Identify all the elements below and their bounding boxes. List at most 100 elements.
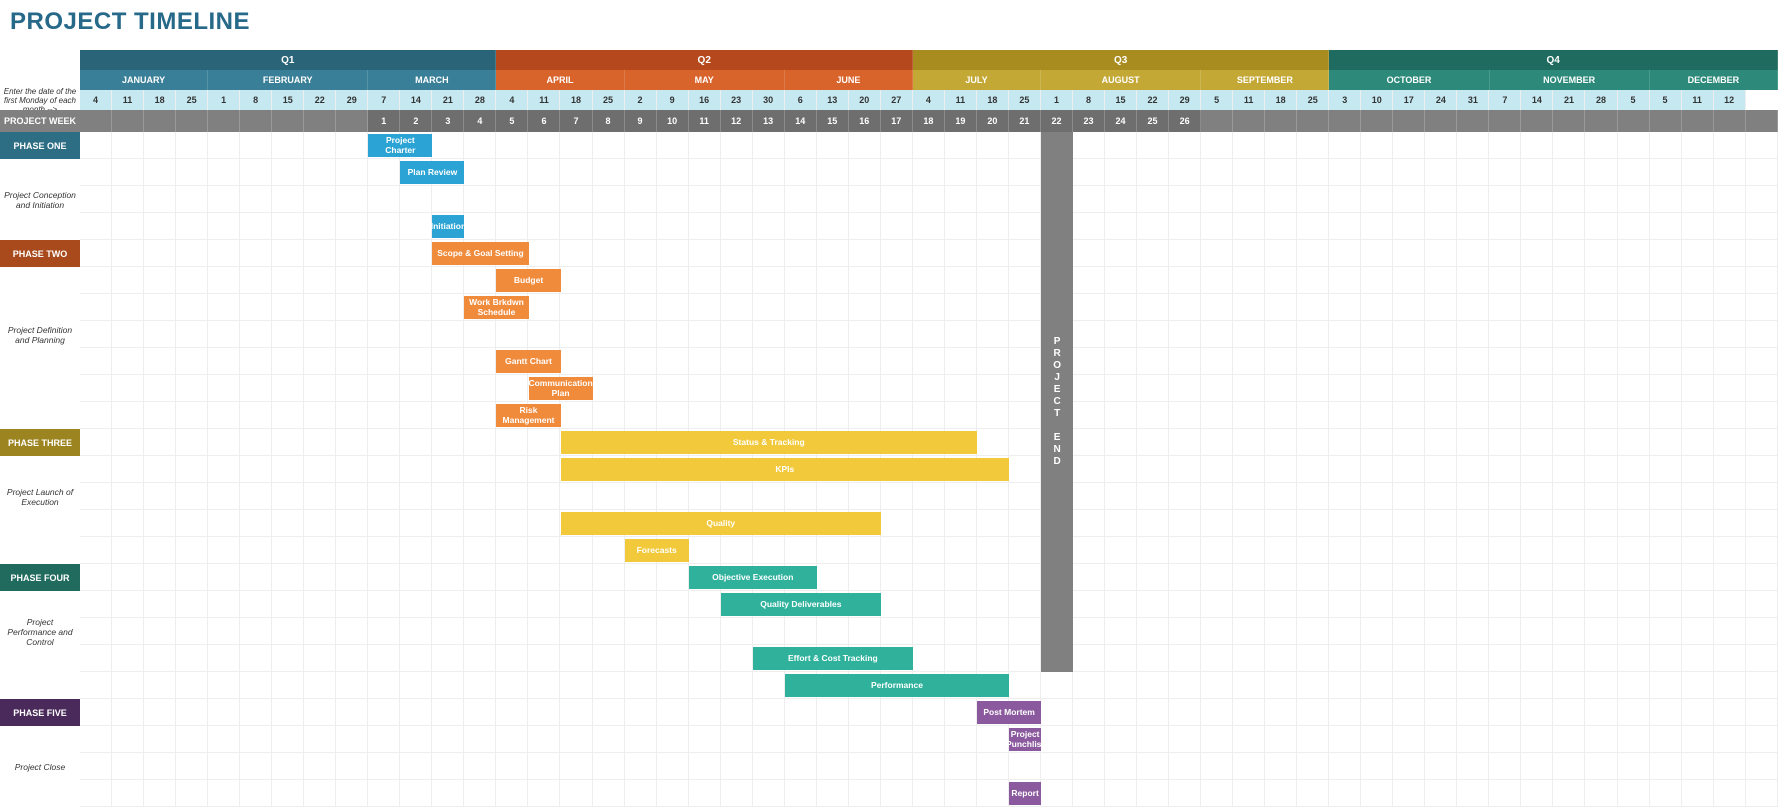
project-week-cell xyxy=(1297,110,1329,132)
phase-row xyxy=(0,402,80,429)
project-week-cell: 24 xyxy=(1105,110,1137,132)
project-week-cell xyxy=(1489,110,1521,132)
project-week-cell xyxy=(176,110,208,132)
phase-row xyxy=(0,456,80,483)
phase-subtitle: Project Launch of Execution xyxy=(0,483,80,510)
gantt-bar[interactable]: Gantt Chart xyxy=(496,350,560,373)
day-cell: 7 xyxy=(1489,90,1521,110)
project-week-cell xyxy=(80,110,112,132)
day-cell: 13 xyxy=(817,90,849,110)
gantt-bar[interactable]: Initiation xyxy=(432,215,464,238)
day-cell: 25 xyxy=(1009,90,1041,110)
gantt-bar[interactable]: Scope & Goal Setting xyxy=(432,242,528,265)
project-week-cell xyxy=(1682,110,1714,132)
day-cell: 20 xyxy=(849,90,881,110)
day-cell: 5 xyxy=(1618,90,1650,110)
gantt-bar[interactable]: Quality Deliverables xyxy=(721,593,881,616)
project-week-cell: 17 xyxy=(881,110,913,132)
day-cell: 1 xyxy=(1041,90,1073,110)
project-week-cell: 25 xyxy=(1137,110,1169,132)
project-week-cell: 20 xyxy=(977,110,1009,132)
project-week-cell xyxy=(272,110,304,132)
day-cell: 14 xyxy=(400,90,432,110)
gantt-bar[interactable]: Forecasts xyxy=(625,539,689,562)
gantt-bar[interactable]: Effort & Cost Tracking xyxy=(753,647,913,670)
project-week-cell: 13 xyxy=(753,110,785,132)
project-week-cell xyxy=(1393,110,1425,132)
gantt-bar[interactable]: Risk Management xyxy=(496,404,560,427)
day-cell: 11 xyxy=(1233,90,1265,110)
gantt-bar[interactable]: Plan Review xyxy=(400,161,464,184)
day-cell: 29 xyxy=(336,90,368,110)
phase-row xyxy=(0,213,80,240)
month-october: OCTOBER xyxy=(1329,70,1489,90)
project-week-cell xyxy=(336,110,368,132)
day-cell: 25 xyxy=(176,90,208,110)
day-cell: 17 xyxy=(1393,90,1425,110)
day-cell: 23 xyxy=(721,90,753,110)
phase-row xyxy=(0,645,80,672)
gantt-bar[interactable]: Work Brkdwn Schedule xyxy=(464,296,528,319)
gantt-bar[interactable]: KPIs xyxy=(561,458,1010,481)
gantt-bar[interactable]: Budget xyxy=(496,269,560,292)
phase-row xyxy=(0,537,80,564)
phase-row xyxy=(0,267,80,294)
phase-row xyxy=(0,510,80,537)
day-cell: 11 xyxy=(1682,90,1714,110)
day-cell: 8 xyxy=(240,90,272,110)
project-week-cell: 21 xyxy=(1009,110,1041,132)
day-cell: 22 xyxy=(1137,90,1169,110)
gantt-bar[interactable]: Communication Plan xyxy=(529,377,593,400)
quarter-Q1: Q1 xyxy=(80,50,496,70)
day-cell: 6 xyxy=(785,90,817,110)
phase-row xyxy=(0,294,80,321)
gantt-bar[interactable]: Project Charter xyxy=(368,134,432,157)
project-week-cell xyxy=(1457,110,1489,132)
month-august: AUGUST xyxy=(1041,70,1201,90)
month-april: APRIL xyxy=(496,70,624,90)
phase-header: PHASE FIVE xyxy=(0,699,80,726)
project-week-cell xyxy=(112,110,144,132)
project-week-cell: 4 xyxy=(464,110,496,132)
project-week-cell: 2 xyxy=(400,110,432,132)
project-week-cell: 5 xyxy=(496,110,528,132)
project-week-cell xyxy=(1618,110,1650,132)
phase-subtitle: Project Close xyxy=(0,753,80,780)
day-cell: 25 xyxy=(1297,90,1329,110)
project-week-cell: 7 xyxy=(560,110,592,132)
project-week-cell xyxy=(1361,110,1393,132)
gantt-bar[interactable]: Post Mortem xyxy=(977,701,1041,724)
month-july: JULY xyxy=(913,70,1041,90)
project-week-label: PROJECT WEEK xyxy=(0,110,80,132)
day-cell: 11 xyxy=(528,90,560,110)
project-week-cell xyxy=(1265,110,1297,132)
project-week-cell: 10 xyxy=(657,110,689,132)
day-cell: 18 xyxy=(560,90,592,110)
gantt-bar[interactable]: Project Punchlist xyxy=(1009,728,1041,751)
gantt-bar[interactable]: Quality xyxy=(561,512,881,535)
day-cell: 28 xyxy=(1585,90,1617,110)
day-cell: 16 xyxy=(689,90,721,110)
day-cell: 15 xyxy=(272,90,304,110)
project-week-cell xyxy=(1425,110,1457,132)
project-week-cell xyxy=(1201,110,1233,132)
month-december: DECEMBER xyxy=(1650,70,1778,90)
project-week-cell: 12 xyxy=(721,110,753,132)
project-week-cell xyxy=(1746,110,1778,132)
day-cell: 2 xyxy=(625,90,657,110)
gantt-bar[interactable]: Report xyxy=(1009,782,1041,805)
month-february: FEBRUARY xyxy=(208,70,368,90)
project-week-cell xyxy=(208,110,240,132)
gantt-bar[interactable]: Objective Execution xyxy=(689,566,817,589)
phase-subtitle: Project Conception and Initiation xyxy=(0,186,80,213)
day-cell: 22 xyxy=(304,90,336,110)
day-cell: 24 xyxy=(1425,90,1457,110)
month-january: JANUARY xyxy=(80,70,208,90)
month-september: SEPTEMBER xyxy=(1201,70,1329,90)
day-cell: 27 xyxy=(881,90,913,110)
phase-row xyxy=(0,159,80,186)
project-week-cell: 6 xyxy=(528,110,560,132)
gantt-bar[interactable]: Status & Tracking xyxy=(561,431,977,454)
gantt-bar[interactable]: Performance xyxy=(785,674,1009,697)
project-week-cell: 16 xyxy=(849,110,881,132)
